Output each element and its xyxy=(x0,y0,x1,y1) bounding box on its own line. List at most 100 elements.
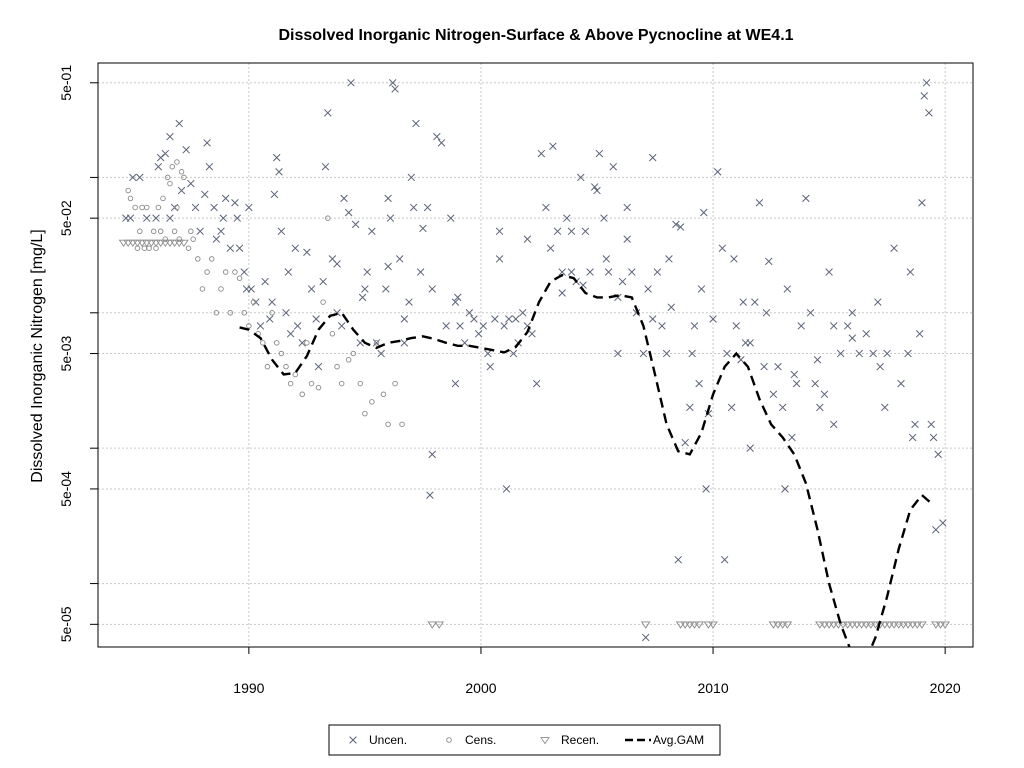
legend-censored-swatch xyxy=(446,737,452,743)
censored-point xyxy=(188,228,194,235)
uncensored-point xyxy=(419,224,427,233)
censored-point xyxy=(325,215,331,221)
gam-curve-layer xyxy=(239,273,935,647)
censored-point xyxy=(174,159,180,165)
uncensored-point xyxy=(175,119,183,128)
recensored-point xyxy=(856,621,867,629)
uncensored-point xyxy=(386,214,395,222)
censored-point xyxy=(385,421,391,428)
recensored-point xyxy=(814,621,825,629)
uncensored-point xyxy=(600,214,608,222)
uncensored-point xyxy=(268,298,276,306)
legend: Uncen. Cens. Recen. Avg.GAM xyxy=(328,724,721,756)
uncensored-point xyxy=(358,293,367,302)
x-tick-label: 2010 xyxy=(697,680,728,696)
censored-point xyxy=(304,340,310,346)
uncensored-point xyxy=(447,214,455,222)
plot-frame xyxy=(97,62,974,648)
uncensored-point xyxy=(203,139,211,147)
uncensored-point xyxy=(400,315,409,323)
legend-label: Uncen. xyxy=(369,733,407,747)
uncensored-point xyxy=(713,168,722,176)
recensored-point xyxy=(689,621,700,629)
uncensored-point xyxy=(212,235,221,243)
uncensored-point xyxy=(781,485,789,493)
recensored-point xyxy=(777,621,788,629)
uncensored-point xyxy=(382,285,390,293)
uncensored-point xyxy=(291,244,300,252)
censored-point xyxy=(380,391,387,398)
uncensored-point xyxy=(577,173,585,182)
uncensored-point xyxy=(270,190,279,199)
uncensored-point xyxy=(416,268,425,276)
uncensored-point xyxy=(567,268,576,276)
censored-point xyxy=(213,310,220,316)
recensored-point xyxy=(935,621,946,629)
censored-point xyxy=(236,275,243,281)
uncensored-point xyxy=(751,298,759,306)
uncensored-point xyxy=(667,303,676,311)
uncensored-point xyxy=(797,322,806,330)
censored-point xyxy=(287,380,294,387)
uncensored-point xyxy=(746,339,754,347)
uncensored-point xyxy=(790,370,799,379)
censored-point xyxy=(222,269,229,275)
uncensored-point xyxy=(648,153,657,162)
uncensored-point xyxy=(762,309,771,317)
uncensored-point xyxy=(628,268,636,276)
uncensored-point xyxy=(377,349,385,358)
uncensored-point xyxy=(532,379,541,388)
uncensored-point xyxy=(604,268,613,276)
uncensored-point xyxy=(324,109,332,117)
censored-point xyxy=(232,269,238,275)
censored-point xyxy=(195,256,201,262)
uncensored-point xyxy=(409,203,418,212)
censored-point xyxy=(334,363,340,370)
uncensored-point xyxy=(778,403,787,412)
recensored-point xyxy=(160,239,171,248)
legend-label: Recen. xyxy=(561,733,599,747)
uncensored-point xyxy=(811,379,819,388)
uncensored-point xyxy=(802,194,810,203)
uncensored-point xyxy=(405,298,413,306)
censored-point xyxy=(185,245,192,251)
recensored-point xyxy=(694,621,704,629)
recensored-point xyxy=(427,621,438,629)
recensored-point xyxy=(824,621,834,629)
censored-point xyxy=(167,180,173,187)
uncensored-point xyxy=(676,223,685,231)
uncensored-point xyxy=(412,119,420,128)
uncensored-point xyxy=(623,235,631,243)
uncensored-point xyxy=(484,349,492,358)
censored-point xyxy=(315,384,322,391)
uncensored-point xyxy=(312,315,320,323)
censored-point xyxy=(190,236,196,242)
uncensored-point xyxy=(681,438,689,447)
censored-point xyxy=(171,228,178,235)
uncensored-point xyxy=(470,315,478,323)
recensored-point xyxy=(861,621,872,629)
uncensored-point xyxy=(319,277,327,286)
uncensored-point xyxy=(920,92,929,100)
uncensored-point xyxy=(384,194,392,203)
uncensored-point xyxy=(897,379,905,388)
uncensored-point xyxy=(154,162,163,171)
censored-point xyxy=(178,169,185,175)
uncensored-point xyxy=(883,349,891,358)
uncensored-point xyxy=(718,244,727,252)
uncensored-point xyxy=(177,186,186,195)
uncensored-point xyxy=(618,277,627,286)
uncensored-point xyxy=(869,349,877,358)
uncensored-point xyxy=(697,285,706,293)
uncensored-point xyxy=(372,339,381,347)
uncensored-point xyxy=(602,255,611,263)
uncensored-point xyxy=(732,322,741,330)
uncensored-point xyxy=(686,403,694,412)
uncensored-point xyxy=(702,485,710,493)
uncensored-point xyxy=(495,255,504,263)
uncensored-point xyxy=(825,268,833,276)
legend-box xyxy=(328,724,721,756)
chart-title: Dissolved Inorganic Nitrogen-Surface & A… xyxy=(278,27,793,44)
recensored-point xyxy=(917,621,927,629)
uncensored-point xyxy=(451,379,460,388)
